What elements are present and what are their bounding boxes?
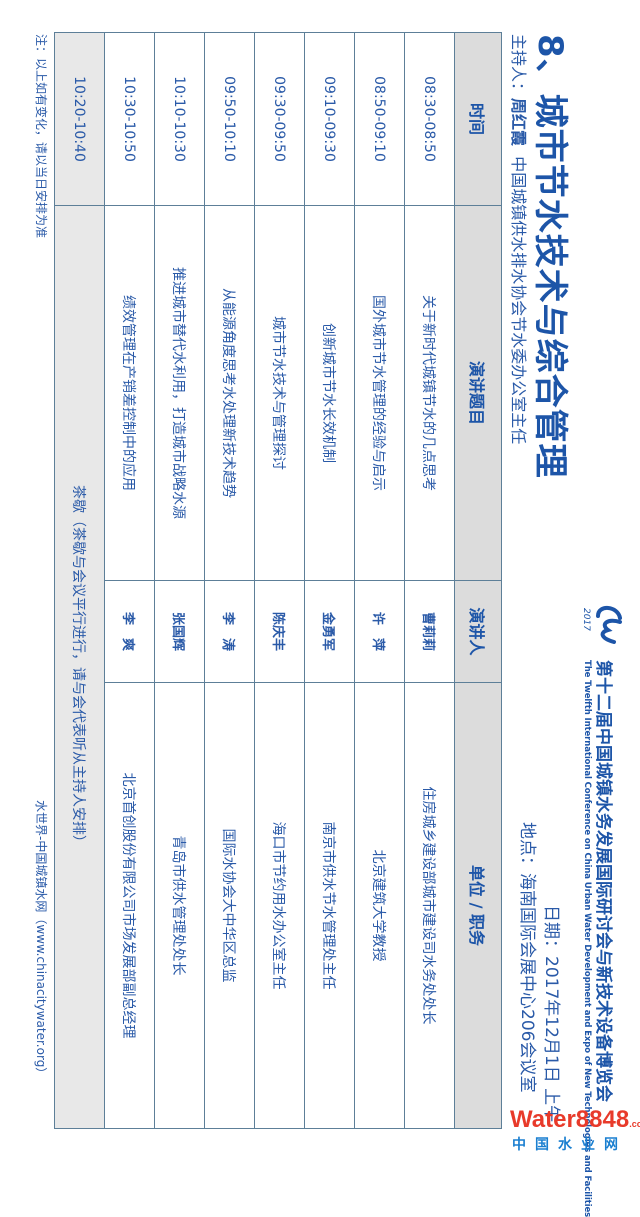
table-header-row: 时间 演讲题目 演讲人 单位 / 职务 (454, 32, 502, 1129)
break-cell: 茶歇（茶歇与会议平行进行，请与会代表听从主持人安排） (54, 205, 105, 1129)
host-title: 中国城镇供水排水协会节水委办公室主任 (509, 156, 528, 445)
footer-site: 水世界-中国城镇水网（www.chinacitywater.org） (34, 800, 48, 1080)
unit-cell: 青岛市供水管理处处长 (154, 682, 205, 1129)
column-header-topic: 演讲题目 (454, 205, 502, 581)
host-line: 主持人：周红霞 中国城镇供水排水协会节水委办公室主任 (508, 34, 532, 444)
speaker-cell: 曹莉莉 (404, 580, 455, 683)
watermark-brand: Water8848 (510, 1106, 630, 1133)
column-header-unit: 单位 / 职务 (454, 682, 502, 1129)
speaker-cell: 张国辉 (154, 580, 205, 683)
table-row: 10:10-10:30 推进城市替代水利用，打造城市战略水源 张国辉 青岛市供水管理处… (154, 32, 205, 1129)
time-cell: 09:50-10:10 (204, 32, 255, 206)
watermark-cn: 中国水业网 (512, 1137, 627, 1153)
unit-cell: 北京建筑大学教授 (354, 682, 405, 1129)
watermark-suffix: .com (629, 1119, 640, 1129)
time-cell: 10:30-10:50 (104, 32, 155, 206)
column-header-time: 时间 (454, 32, 502, 206)
watermark-logo: Water8848.com 中国水业网 (508, 1106, 640, 1157)
unit-cell: 南京市供水节水管理处主任 (304, 682, 355, 1129)
svg-text:2017: 2017 (581, 608, 591, 631)
break-row: 10:20-10:40 茶歇（茶歇与会议平行进行，请与会代表听从主持人安排） (54, 32, 105, 1129)
topic-cell: 城市节水技术与管理探讨 (254, 205, 305, 581)
table-row: 09:10-09:30 创新城市节水长效机制 金勇军 南京市供水节水管理处主任 (304, 32, 355, 1129)
topic-cell: 绩效管理在产销差控制中的应用 (104, 205, 155, 581)
conference-logo-icon: 2017 (581, 606, 622, 644)
agenda-sheet: 8、城市节水技术与综合管理 主持人：周红霞 中国城镇供水排水协会节水委办公室主任… (34, 32, 622, 1217)
speaker-cell: 许 萍 (354, 580, 405, 683)
location: 地点：海南国际会展中心206会议室 (517, 822, 537, 1093)
conference-name: 第十二届中国城镇水务发展国际研讨会与新技术设备博览会 (593, 660, 613, 1102)
speaker-cell: 李 涛 (204, 580, 255, 683)
session-title: 8、城市节水技术与综合管理 (530, 34, 570, 479)
unit-cell: 住房城乡建设部城市建设司水务处处长 (404, 682, 455, 1129)
time-cell: 09:10-09:30 (304, 32, 355, 206)
topic-cell: 从能源角度思考水处理新技术趋势 (204, 205, 255, 581)
table-row: 09:30-09:50 城市节水技术与管理探讨 陈庆丰 海口市节约用水办公室主任 (254, 32, 305, 1129)
host-label: 主持人： (509, 34, 528, 99)
table-row: 09:50-10:10 从能源角度思考水处理新技术趋势李 涛国际水协会大中华区总监 (204, 32, 255, 1129)
date: 日期：2017年12月1日 上午 (541, 905, 561, 1123)
topic-cell: 推进城市替代水利用，打造城市战略水源 (154, 205, 205, 581)
topic-cell: 关于新时代城镇节水的几点思考 (404, 205, 455, 581)
topic-cell: 国外城市节水管理的经验与启示 (354, 205, 405, 581)
speaker-cell: 陈庆丰 (254, 580, 305, 683)
host-name: 周红霞 (509, 98, 528, 147)
speaker-cell: 李 爽 (104, 580, 155, 683)
unit-cell: 北京首创股份有限公司市场发展部副总经理 (104, 682, 155, 1129)
time-cell: 09:30-09:50 (254, 32, 305, 206)
table-row: 08:50-09:10 国外城市节水管理的经验与启示许 萍北京建筑大学教授 (354, 32, 405, 1129)
time-cell: 08:30-08:50 (404, 32, 455, 206)
column-header-speaker: 演讲人 (454, 580, 502, 683)
unit-cell: 海口市节约用水办公室主任 (254, 682, 305, 1129)
time-cell: 10:10-10:30 (154, 32, 205, 206)
time-cell: 08:50-09:10 (354, 32, 405, 206)
table-row: 08:30-08:50 关于新时代城镇节水的几点思考 曹莉莉 住房城乡建设部城市建设司… (404, 32, 455, 1129)
topic-cell: 创新城市节水长效机制 (304, 205, 355, 581)
agenda-table: 时间 演讲题目 演讲人 单位 / 职务 08:30-08:50 关于新时代城镇节水… (54, 32, 502, 1129)
table-row: 10:30-10:50 绩效管理在产销差控制中的应用李 爽北京首创股份有限公司市场… (104, 32, 155, 1129)
speaker-cell: 金勇军 (304, 580, 355, 683)
time-cell: 10:20-10:40 (54, 32, 105, 206)
unit-cell: 国际水协会大中华区总监 (204, 682, 255, 1129)
footer-note: 注：以上如有变化，请以当日安排为准 (34, 34, 48, 239)
